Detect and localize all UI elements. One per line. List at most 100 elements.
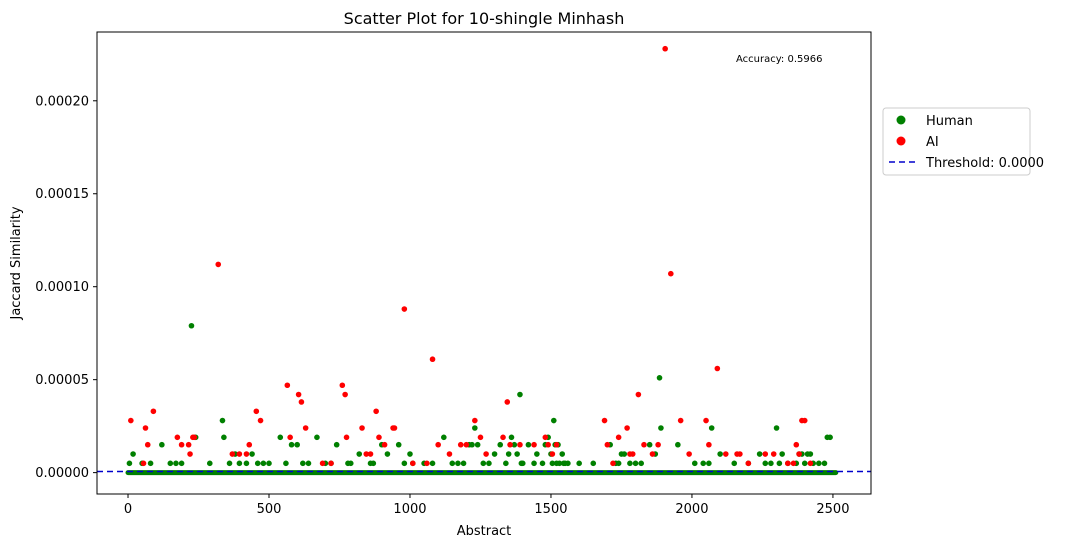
ai-point (762, 451, 769, 457)
ai-point (363, 451, 370, 457)
ai-point (629, 451, 636, 457)
human-point (407, 451, 413, 457)
human-point (356, 451, 363, 457)
ai-point (457, 441, 464, 448)
human-point (658, 425, 664, 431)
ai-point (507, 441, 513, 448)
human-point (221, 434, 227, 441)
human-point (503, 460, 509, 467)
ai-point (601, 417, 608, 424)
human-point (277, 434, 284, 441)
ai-point (463, 441, 470, 448)
legend-threshold-label: Threshold: 0.0000 (925, 156, 1044, 171)
ai-point (174, 434, 181, 441)
human-point (534, 451, 540, 457)
ai-point (319, 460, 326, 467)
human-point (756, 451, 763, 457)
ai-point (429, 356, 436, 363)
human-point (827, 434, 833, 441)
human-point (691, 460, 698, 467)
human-point (632, 460, 639, 467)
ai-point (367, 451, 374, 457)
legend-human-marker (896, 115, 906, 125)
chart-title: Scatter Plot for 10-shingle Minhash (344, 9, 625, 28)
human-point (347, 460, 354, 467)
ai-point (342, 391, 348, 398)
legend-box (882, 107, 1031, 176)
human-point (486, 460, 492, 467)
ai-point (668, 270, 674, 277)
human-point (491, 451, 498, 457)
ai-point (376, 434, 382, 441)
human-point (773, 425, 780, 431)
human-point (401, 460, 408, 467)
ai-point (745, 460, 752, 467)
ai-point (295, 391, 302, 398)
human-point (469, 441, 475, 448)
ai-point (128, 417, 134, 424)
ai-point (624, 425, 630, 431)
y-tick-label: 0.00020 (35, 94, 89, 109)
ai-point (246, 441, 253, 448)
human-point (441, 434, 447, 441)
human-point (288, 441, 295, 448)
human-point (779, 451, 785, 457)
human-point (627, 460, 633, 467)
x-axis-title: Abstract (457, 524, 512, 539)
ai-point (343, 434, 350, 441)
ai-point (706, 441, 712, 448)
ai-point (770, 451, 777, 457)
ai-point (542, 434, 549, 441)
ai-point (549, 451, 556, 457)
legend-ai-marker (896, 136, 906, 146)
ai-point (144, 441, 151, 448)
human-point (429, 460, 436, 467)
ai-point (615, 434, 622, 441)
ai-point (339, 382, 346, 389)
human-point (370, 460, 377, 467)
human-point (460, 460, 467, 467)
legend: Human AI Threshold: 0.0000 (882, 107, 1044, 176)
x-tick-label: 2000 (675, 502, 708, 517)
ai-point (796, 451, 802, 457)
ai-point (191, 434, 198, 441)
ai-point (150, 408, 157, 415)
ai-point (401, 306, 408, 312)
human-point (167, 460, 174, 467)
ai-point (662, 45, 668, 52)
human-point (576, 460, 582, 467)
ai-point (703, 417, 709, 424)
y-tick-label: 0.00000 (35, 466, 89, 481)
human-point (590, 460, 597, 467)
ai-point (424, 460, 430, 467)
human-point (254, 460, 261, 467)
ai-point (185, 441, 192, 448)
human-point (717, 451, 723, 457)
ai-point (686, 451, 692, 457)
human-point (615, 460, 622, 467)
y-axis: 0.00000 0.00005 0.00010 0.00015 0.00020 (35, 94, 97, 481)
human-point (472, 425, 478, 431)
human-point (480, 460, 487, 467)
human-point (762, 460, 769, 467)
human-point (384, 451, 391, 457)
ai-point (215, 261, 222, 268)
human-point (539, 460, 546, 467)
ai-point (635, 391, 642, 398)
human-point (708, 425, 715, 431)
human-point (556, 460, 563, 467)
human-point (656, 375, 663, 381)
y-tick-label: 0.00005 (35, 373, 89, 388)
ai-point (545, 441, 551, 448)
human-point (260, 460, 267, 467)
human-point (236, 460, 243, 467)
plot-frame (96, 31, 872, 495)
human-point (621, 451, 628, 457)
ai-point (140, 460, 147, 467)
human-point (226, 460, 233, 467)
human-point (807, 451, 814, 457)
ai-point (714, 365, 721, 372)
human-point (549, 460, 556, 467)
ai-point (435, 441, 441, 448)
